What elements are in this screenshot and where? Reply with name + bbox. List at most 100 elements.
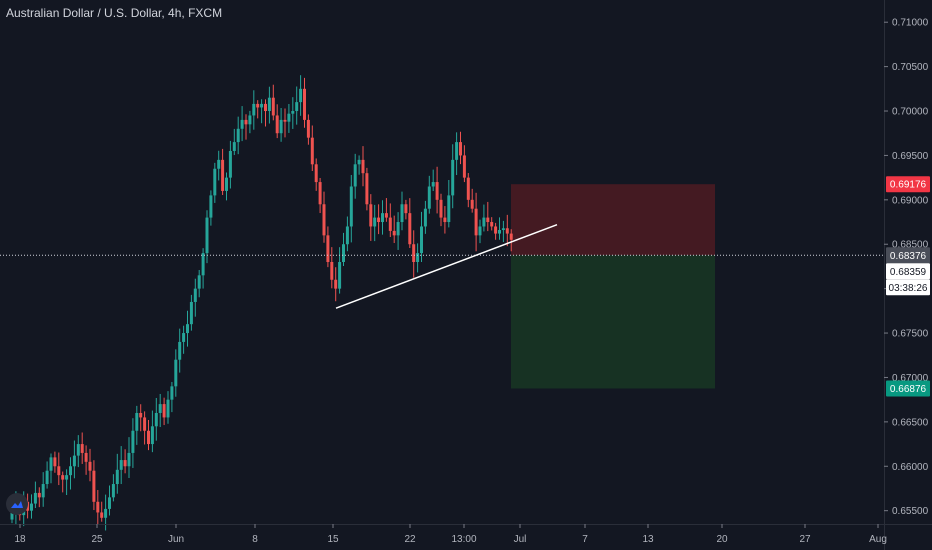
candle-body [119,460,123,470]
candle-body [154,412,158,427]
candle-body [388,217,392,231]
y-tick-label: 0.67500 [892,329,929,340]
candle-body [80,444,84,453]
candle-body [318,182,322,205]
chart-title: Australian Dollar / U.S. Dollar, 4h, FXC… [6,6,223,20]
candle-body [252,103,256,116]
candle-body [439,199,443,218]
candle-body [248,115,252,125]
candle-body [150,426,154,445]
candle-body [232,142,236,151]
candle-body [322,204,326,236]
candle-body [30,503,33,511]
y-tick-label: 0.66500 [892,417,929,428]
target-price-tag-label: 0.66876 [890,384,927,395]
candle-body [498,230,501,234]
y-tick-label: 0.66000 [892,462,929,473]
price-axis[interactable]: 0.71000 0.70500 0.70000 0.69500 0.69000 0.685… [884,0,930,550]
candle-body [451,159,455,196]
y-tick-label: 0.70000 [892,107,929,118]
candle-body [400,204,404,223]
candle-body [244,119,248,125]
candle-body [443,217,447,223]
candle-body [373,217,377,227]
candle-body [486,217,490,223]
candle-body [186,324,189,334]
candle-body [174,359,178,387]
candle-body [256,103,260,108]
candle-body [147,430,150,445]
candlestick-series [10,75,513,531]
candle-body [482,217,486,227]
candle-body [490,222,494,227]
x-tick-label: 8 [252,534,258,545]
candle-body [369,204,373,227]
candle-body [170,386,174,400]
tradingview-cloud-icon[interactable] [6,493,28,515]
target-price-tag [886,380,930,397]
candle-body [96,501,100,513]
x-tick-label: 13:00 [451,534,476,545]
candle-body [205,217,209,254]
x-tick-label: Jul [514,534,527,545]
candle-body [228,150,232,178]
x-tick-label: 18 [14,534,26,545]
candle-body [267,97,271,112]
x-tick-label: 20 [716,534,728,545]
candle-body [69,466,72,476]
candle-body [178,341,182,360]
candle-body [10,512,14,520]
candle-body [459,142,462,156]
candle-body [357,159,361,165]
y-tick-label: 0.71000 [892,18,929,29]
candle-body [213,168,217,196]
candle-body [423,208,427,227]
candle-body [135,412,139,431]
candle-body [412,244,416,262]
candle-body [61,475,65,480]
candle-body [299,88,303,103]
bid-price-tag [886,263,930,280]
candle-body [72,455,76,467]
candle-body [143,417,147,431]
candle-body [283,119,287,122]
candle-body [505,228,509,234]
current-price-tag [886,247,930,264]
candle-body [225,177,228,191]
candle-body [111,484,115,498]
candle-body [139,412,143,418]
candle-body [92,470,96,502]
candle-body [478,226,482,236]
candle-body [349,186,353,227]
candle-body [271,97,275,116]
candle-body [65,475,69,480]
candle-body [162,404,166,418]
candle-body [326,235,330,262]
x-tick-label: Aug [869,534,887,545]
candle-body [377,217,381,223]
candle-body [431,182,435,187]
time-axis[interactable]: 18 25 Jun 8 15 22 13:00 Jul 7 13 20 27 Aug [0,524,932,545]
y-tick-label: 0.69000 [892,195,929,206]
candle-body [342,244,345,262]
candle-body [123,460,127,467]
candle-body [37,492,41,498]
candle-body [447,195,451,223]
candle-body [57,466,61,476]
candle-body [404,204,408,214]
x-tick-label: 25 [91,534,103,545]
x-tick-label: Jun [168,534,184,545]
current-price-tag-label: 0.68376 [890,251,927,262]
candle-body [501,228,505,231]
candle-body [509,233,513,240]
candle-body [166,399,170,418]
take-profit-zone [511,255,715,389]
y-tick-label: 0.67000 [892,373,929,384]
candle-body [108,497,111,509]
candle-body [127,452,131,467]
position-zones [511,184,715,389]
candle-body [189,301,193,325]
candle-body [416,253,420,262]
candle-body [474,208,478,236]
